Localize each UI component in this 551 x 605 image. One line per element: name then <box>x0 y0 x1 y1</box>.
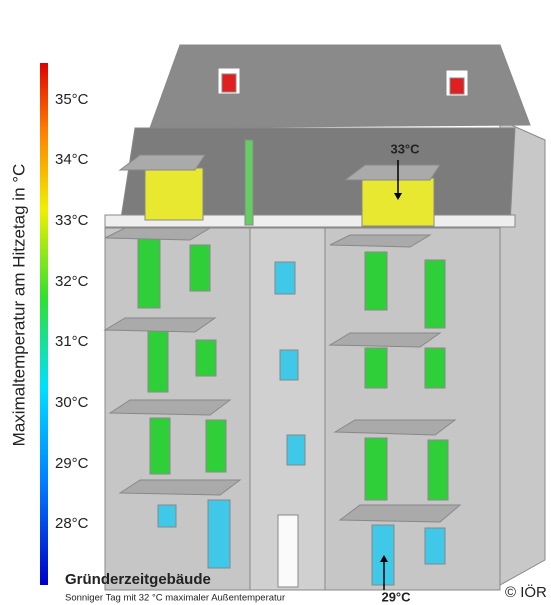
figure: Maximaltemperatur am Hitzetag in °C 35°C… <box>0 0 551 605</box>
tick-label: 29°C <box>55 455 89 472</box>
caption-subtitle: Sonniger Tag mit 32 °C maximaler Außente… <box>65 593 285 604</box>
color-bar <box>40 63 48 585</box>
copyright: © IÖR <box>505 583 547 601</box>
tick-label: 31°C <box>55 333 89 350</box>
tick-label: 30°C <box>55 394 89 411</box>
caption-title: Gründerzeitgebäude <box>65 571 211 588</box>
tick-label: 34°C <box>55 151 89 168</box>
tick-label: 33°C <box>55 212 89 229</box>
tick-label: 35°C <box>55 91 89 108</box>
scale-title: Maximaltemperatur am Hitzetag in °C <box>9 164 28 447</box>
tick-label: 32°C <box>55 273 89 290</box>
tick-label: 28°C <box>55 515 89 532</box>
annotation: 29°C <box>381 589 411 604</box>
scale-ticks: 35°C 34°C 33°C 32°C 31°C 30°C 29°C 28°C <box>55 91 89 532</box>
annotation: 33°C <box>390 141 420 156</box>
building <box>105 45 545 590</box>
